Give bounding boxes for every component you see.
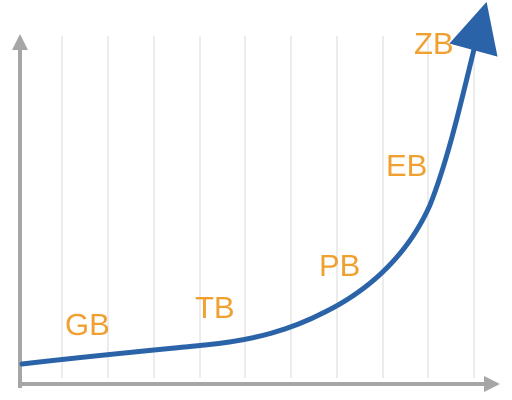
data-label-zb: ZB <box>414 26 454 61</box>
data-labels: GB TB PB EB ZB <box>65 26 454 342</box>
data-label-pb: PB <box>319 248 360 283</box>
data-label-tb: TB <box>195 290 235 325</box>
growth-curve <box>19 1 498 367</box>
y-axis-arrowhead <box>12 34 28 50</box>
data-label-gb: GB <box>65 307 110 342</box>
x-axis-arrowhead <box>484 376 500 392</box>
data-label-eb: EB <box>386 148 427 183</box>
vertical-gridlines <box>61 36 475 378</box>
axes <box>12 34 500 392</box>
